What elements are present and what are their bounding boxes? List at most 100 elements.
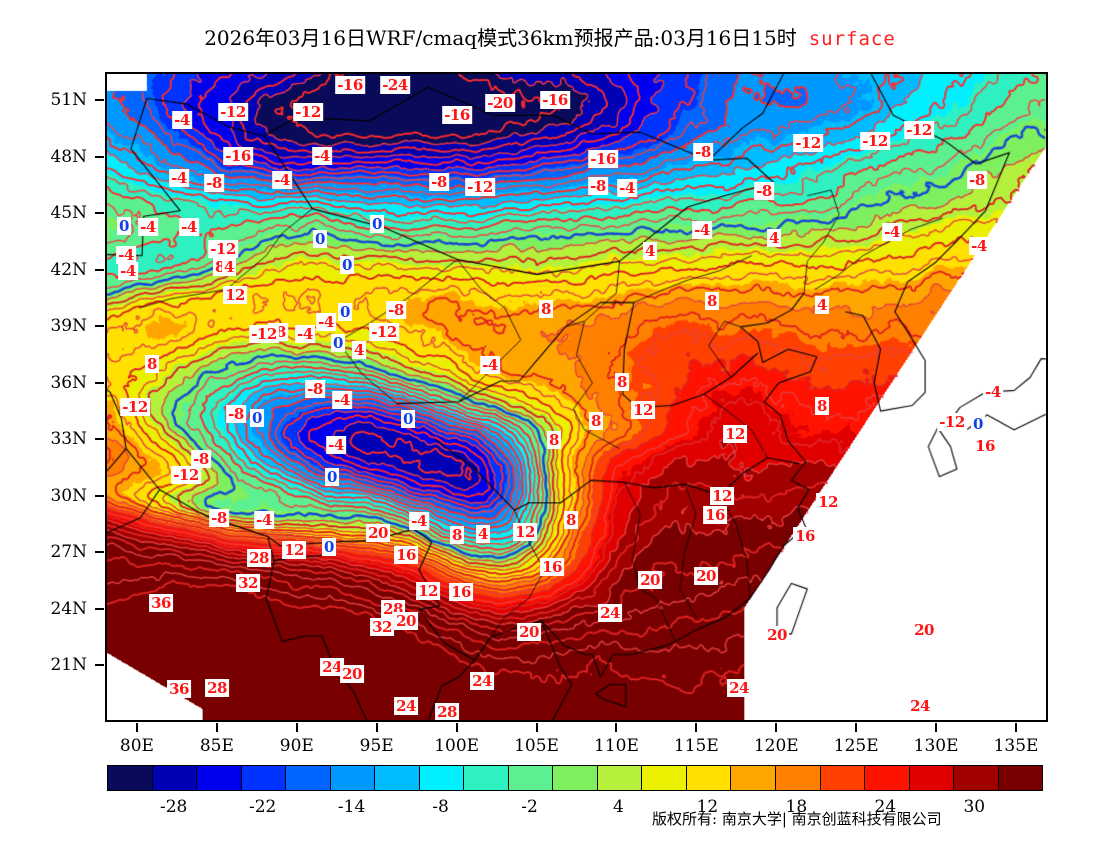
contour-label: 4: [476, 525, 490, 543]
contour-label: 24: [320, 658, 344, 676]
contour-label: -12: [171, 466, 201, 484]
colorbar-segment-2: [197, 766, 242, 790]
lon-tick-mark: [775, 723, 778, 732]
contour-label: -12: [937, 413, 967, 431]
lat-tick-mark: [95, 99, 104, 102]
contour-label: 8: [589, 412, 603, 430]
contour-label: 16: [540, 558, 564, 576]
contour-label: 12: [816, 493, 840, 511]
contour-label: -12: [218, 103, 248, 121]
lon-tick-mark: [935, 723, 938, 732]
lon-tick-label-85e: 85E: [199, 736, 234, 756]
contour-label: 20: [340, 665, 364, 683]
lat-tick-mark: [95, 268, 104, 271]
contour-label: 28: [205, 679, 229, 697]
contour-label: 0: [340, 256, 354, 274]
contour-label: -16: [442, 106, 472, 124]
contour-label: -4: [326, 436, 346, 454]
contour-label: -4: [480, 356, 500, 374]
contour-label: 20: [912, 621, 936, 639]
contour-label: 8: [564, 511, 578, 529]
contour-label: 20: [517, 623, 541, 641]
contour-label: 0: [313, 230, 327, 248]
contour-label: 4: [767, 229, 781, 247]
contour-label: 16: [793, 527, 817, 545]
lat-tick-label-30n: 30N: [50, 485, 87, 506]
contour-label: -4: [138, 218, 158, 236]
lat-tick-mark: [95, 664, 104, 667]
colorbar-tick-12: 12: [696, 797, 719, 817]
contour-label: -12: [465, 178, 495, 196]
lon-tick-mark: [615, 723, 618, 732]
title-main-text: 2026年03月16日WRF/cmaq模式36km预报产品:03月16日15时: [204, 26, 797, 50]
colorbar: [107, 765, 1043, 791]
contour-label: 0: [117, 217, 131, 235]
contour-label: 12: [723, 425, 747, 443]
lat-tick-mark: [95, 438, 104, 441]
contour-label: 12: [223, 286, 247, 304]
lat-tick-label-36n: 36N: [50, 372, 87, 393]
contour-label: -12: [860, 132, 890, 150]
contour-label: 12: [710, 487, 734, 505]
contour-label: -8: [209, 509, 229, 527]
contour-label: 20: [765, 626, 789, 644]
contour-label: -16: [223, 147, 253, 165]
colorbar-tick-neg8: -8: [432, 797, 449, 817]
colorbar-segment-13: [686, 766, 732, 790]
contour-label: 16: [973, 437, 997, 455]
contour-label: -12: [793, 134, 823, 152]
contour-label: 0: [322, 538, 336, 556]
map-plot-area[interactable]: -16 -24 -12 -12 -20 -16 -16 -4 -12 -12 -12 -16 -4 -16…: [105, 72, 1048, 722]
colorbar-segment-20: [998, 766, 1043, 790]
lat-tick-mark: [95, 381, 104, 384]
lon-tick-label-125e: 125E: [833, 736, 879, 756]
contour-label: 0: [325, 468, 339, 486]
contour-label: -12: [249, 325, 279, 343]
contour-label: 24: [727, 679, 751, 697]
colorbar-segment-10: [553, 766, 598, 790]
colorbar-segment-7: [419, 766, 465, 790]
contour-label: 24: [908, 697, 932, 715]
lon-tick-mark: [695, 723, 698, 732]
colorbar-segment-4: [286, 766, 331, 790]
lon-tick-mark: [215, 723, 218, 732]
contour-label: -8: [191, 450, 211, 468]
contour-label: -4: [316, 313, 336, 331]
contour-label: -4: [272, 171, 292, 189]
contour-label: 36: [149, 594, 173, 612]
contour-label: 28: [435, 703, 459, 721]
lat-tick-label-24n: 24N: [50, 598, 87, 619]
contour-label: -12: [208, 240, 238, 258]
contour-label: -8: [305, 380, 325, 398]
contour-label: 4: [222, 258, 236, 276]
contour-label: 8: [705, 292, 719, 310]
colorbar-segment-11: [597, 766, 643, 790]
colorbar-tick-neg22: -22: [248, 797, 277, 817]
contour-label: 8: [815, 397, 829, 415]
colorbar-segment-8: [464, 766, 509, 790]
contour-label: 4: [815, 296, 829, 314]
contour-label: -4: [116, 246, 136, 264]
contour-label: -4: [179, 218, 199, 236]
colorbar-segment-6: [375, 766, 420, 790]
lon-tick-label-110e: 110E: [594, 736, 639, 756]
colorbar-tick-neg28: -28: [160, 797, 188, 817]
contour-label: -8: [204, 174, 224, 192]
contour-label: 24: [470, 672, 494, 690]
contour-label: 0: [971, 415, 985, 433]
colorbar-segment-0: [108, 766, 153, 790]
colorbar-segment-5: [330, 766, 376, 790]
contour-label: -4: [969, 237, 989, 255]
contour-label: -8: [754, 182, 774, 200]
contour-label: -24: [380, 76, 410, 94]
lat-tick-mark: [95, 607, 104, 610]
colorbar-segment-19: [954, 766, 999, 790]
contour-label: 28: [247, 549, 271, 567]
colorbar-segment-1: [152, 766, 198, 790]
lat-tick-label-51n: 51N: [50, 90, 87, 111]
contour-label: -8: [226, 405, 246, 423]
contour-label: 8: [547, 431, 561, 449]
contour-label: -8: [967, 171, 987, 189]
contour-label: 16: [703, 506, 727, 524]
lon-tick-mark: [1015, 723, 1018, 732]
